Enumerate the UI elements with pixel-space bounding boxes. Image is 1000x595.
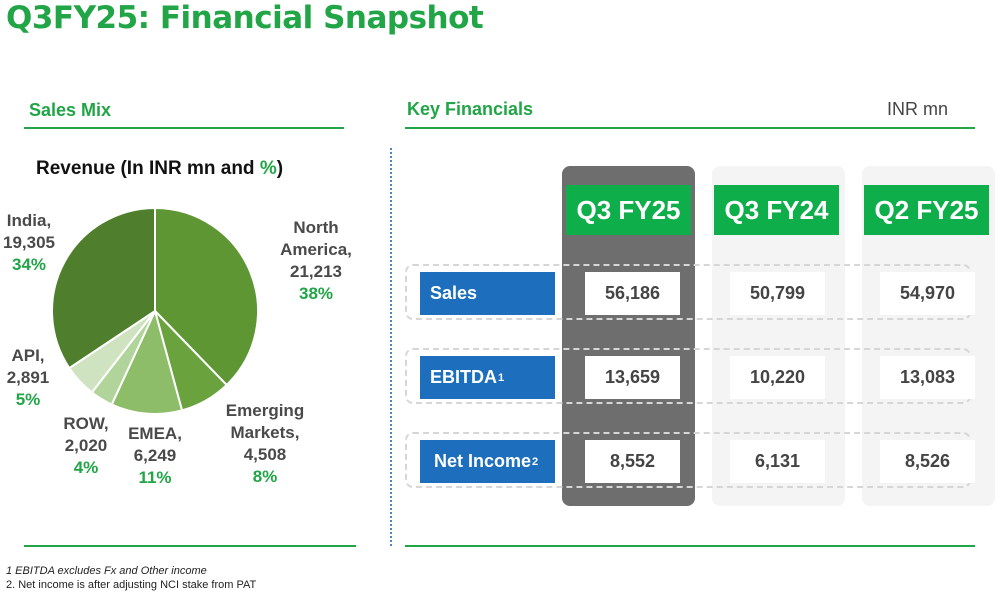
cell-net-income-q2fy25: 8,526 <box>880 440 975 483</box>
key-financials-heading: Key Financials <box>407 99 534 119</box>
sales-mix-bottom-rule <box>24 545 356 547</box>
slice-label-emerging-markets: Emerging Markets, 4,508 8% <box>225 401 305 486</box>
sales-mix-heading: Sales Mix <box>29 100 112 120</box>
cell-sales-q2fy25: 54,970 <box>880 272 975 315</box>
key-financials-bottom-rule <box>405 545 975 547</box>
cell-net-income-q3fy24: 6,131 <box>730 440 825 483</box>
row-label-sales: Sales <box>420 272 555 315</box>
pie-slice-india <box>51 206 156 370</box>
pie-slice-emea <box>110 308 184 415</box>
key-financials-underline <box>405 127 975 129</box>
column-header-q3fy25: Q3 FY25 <box>566 185 691 235</box>
cell-sales-q3fy24: 50,799 <box>730 272 825 315</box>
sales-mix-underline <box>24 127 344 129</box>
pie-slice-north-america <box>154 206 259 387</box>
section-divider <box>390 148 392 546</box>
footnote-1: 1 EBITDA excludes Fx and Other income <box>6 565 207 577</box>
cell-ebitda-q3fy24: 10,220 <box>730 356 825 399</box>
slice-label-north-america: North America, 21,213 38% <box>280 218 352 303</box>
slice-label-india: India, 19,305 34% <box>3 211 55 274</box>
cell-ebitda-q3fy25: 13,659 <box>585 356 680 399</box>
footnote-2: 2. Net income is after adjusting NCI sta… <box>6 579 257 591</box>
revenue-pie-chart <box>51 206 259 415</box>
row-label-ebitda: EBITDA 1 <box>420 356 555 399</box>
slice-label-emea: EMEA, 6,249 11% <box>128 424 182 487</box>
row-label-net-income: Net Income 2 <box>420 440 555 483</box>
pie-chart-title: Revenue (In INR mn and %) <box>36 158 284 179</box>
cell-ebitda-q2fy25: 13,083 <box>880 356 975 399</box>
page-title: Q3FY25: Financial Snapshot <box>6 0 484 36</box>
column-header-q2fy25: Q2 FY25 <box>864 185 989 235</box>
slice-label-api: API, 2,891 5% <box>6 346 50 409</box>
cell-net-income-q3fy25: 8,552 <box>585 440 680 483</box>
cell-sales-q3fy25: 56,186 <box>585 272 680 315</box>
column-header-q3fy24: Q3 FY24 <box>714 185 839 235</box>
slice-label-row: ROW, 2,020 4% <box>63 414 109 477</box>
unit-label: INR mn <box>887 99 949 119</box>
